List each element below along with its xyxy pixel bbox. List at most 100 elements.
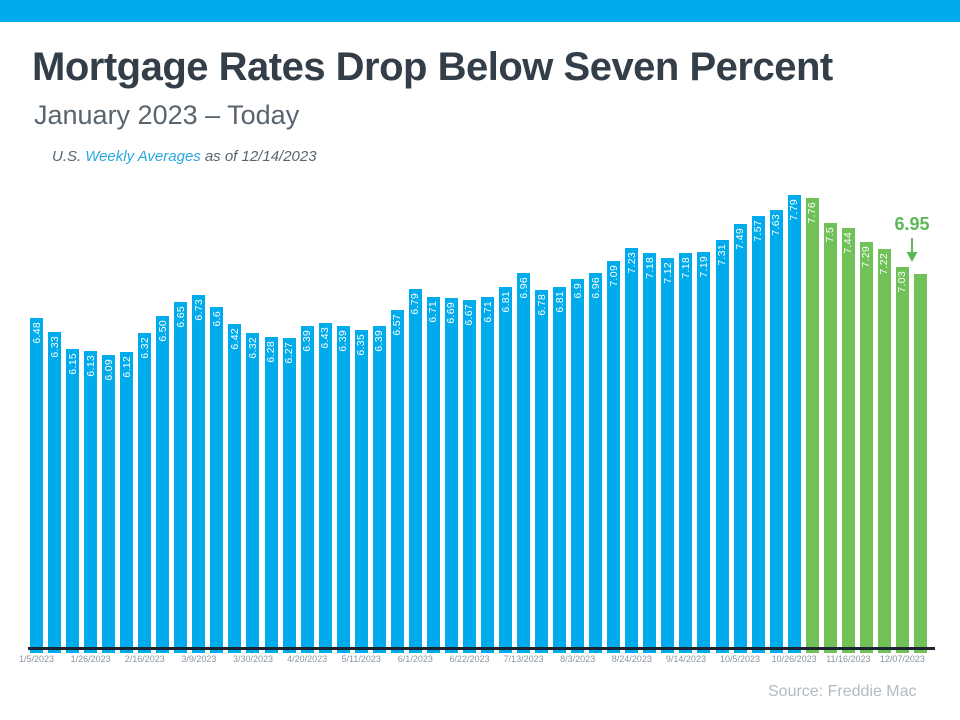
bar-value-label: 7.03	[896, 270, 909, 293]
bar-value-label: 6.96	[517, 277, 530, 299]
bar: 6.32	[246, 333, 260, 653]
bar: 6.35	[354, 330, 368, 653]
bar-value-label: 6.09	[102, 358, 115, 381]
x-tick-label: 4/20/2023	[287, 654, 328, 664]
bar: 6.6	[210, 306, 224, 653]
bar: 6.67	[462, 300, 476, 653]
bar-value-label: 6.57	[391, 313, 404, 336]
x-tick-label: 3/9/2023	[181, 654, 217, 664]
bar: 6.79	[408, 289, 422, 653]
bar: 6.96	[589, 273, 603, 653]
bar-value-label: 6.48	[30, 322, 43, 344]
bar: 6.13	[84, 350, 98, 653]
bar: 7.22	[877, 248, 891, 653]
bar-value-label: 6.39	[301, 330, 314, 353]
bar-value-label: 6.6	[210, 310, 223, 327]
x-tick-label: 10/26/2023	[771, 654, 817, 664]
bar: 7.19	[697, 251, 711, 653]
bar-value-label: 6.96	[589, 277, 602, 299]
chart-note: U.S. Weekly Averages as of 12/14/2023	[52, 148, 317, 165]
bar-value-label: 6.79	[409, 293, 422, 315]
bar-value-label: 6.65	[174, 306, 187, 328]
bar: 7.76	[805, 198, 819, 653]
bar: 6.32	[138, 333, 152, 653]
bar: 7.49	[733, 223, 747, 653]
bar: 7.79	[787, 195, 801, 653]
x-tick-label: 8/3/2023	[560, 654, 596, 664]
bar: 6.39	[336, 326, 350, 653]
bar-value-label: 6.15	[66, 352, 79, 375]
bar: 6.39	[372, 326, 386, 653]
bar: 6.42	[228, 323, 242, 653]
bar: 7.44	[841, 228, 855, 653]
bar: 6.09	[102, 354, 116, 653]
x-tick-label: 9/14/2023	[665, 654, 706, 664]
bar: 7.57	[751, 216, 765, 653]
x-tick-label: 6/22/2023	[449, 654, 490, 664]
bar-value-label: 6.12	[120, 355, 133, 378]
x-axis-line	[28, 647, 935, 650]
bar-value-label: 7.44	[842, 232, 855, 254]
bar: 6.69	[444, 298, 458, 653]
bar: 6.39	[300, 326, 314, 653]
top-banner	[0, 0, 960, 22]
weekly-averages-link[interactable]: Weekly Averages	[85, 148, 201, 165]
x-tick-label: 5/11/2023	[341, 654, 381, 664]
x-tick-label: 6/1/2023	[397, 654, 433, 664]
bar-value-label: 6.42	[228, 327, 241, 350]
bar-value-label: 7.29	[860, 246, 873, 268]
bar: 6.27	[282, 337, 296, 653]
bar: 7.18	[643, 252, 657, 653]
bar-value-label: 6.69	[445, 302, 458, 325]
bar-value-label: 6.50	[156, 320, 169, 342]
bar-value-label: 7.79	[788, 199, 801, 222]
bar-value-label: 6.81	[553, 291, 566, 313]
bar: 7.63	[769, 210, 783, 653]
bar: 6.71	[481, 296, 494, 653]
bar-value-label: 6.81	[499, 291, 512, 313]
bar: 7.23	[625, 247, 639, 653]
bar-value-label: 7.63	[770, 214, 783, 237]
bar-value-label: 6.78	[535, 293, 548, 316]
bar-value-label: 6.32	[246, 337, 259, 359]
bar: 6.65	[174, 302, 188, 653]
bar-value-label: 7.18	[679, 256, 692, 279]
bar-value-label: 6.35	[355, 334, 368, 356]
bar-value-label: 6.28	[265, 340, 278, 363]
bar: 6.78	[535, 289, 549, 653]
x-tick-label: 1/5/2023	[18, 654, 55, 664]
x-tick-label: 3/30/2023	[232, 654, 273, 664]
x-tick-label: 7/13/2023	[503, 654, 544, 664]
bar: 7.18	[679, 252, 693, 653]
note-suffix: as of 12/14/2023	[204, 148, 317, 165]
x-tick-label: 12/07/2023	[879, 654, 925, 664]
bar-value-label: 7.49	[734, 227, 747, 250]
bar-value-label: 7.19	[697, 255, 710, 278]
bar: 6.96	[517, 273, 531, 653]
x-tick-label: 8/24/2023	[611, 654, 652, 664]
bar-value-label: 6.71	[427, 300, 440, 323]
bar: 6.71	[426, 296, 440, 653]
annotation-value-label: 6.95	[894, 214, 930, 234]
bar-value-label: 6.67	[463, 304, 476, 326]
bar-value-label: 6.43	[319, 326, 332, 349]
x-tick-label: 10/5/2023	[720, 654, 761, 664]
bar: 6.15	[66, 348, 80, 653]
page-title: Mortgage Rates Drop Below Seven Percent	[32, 45, 833, 89]
bar	[913, 274, 927, 653]
bar: 7.12	[661, 258, 675, 653]
bar-value-label: 6.33	[48, 336, 61, 358]
down-arrow-icon	[906, 238, 918, 262]
bar: 6.33	[48, 332, 62, 653]
page-subtitle: January 2023 – Today	[34, 100, 300, 130]
bar-value-label: 6.13	[84, 354, 97, 377]
bar: 6.50	[156, 316, 170, 653]
annotation-last-value: 6.95	[884, 214, 940, 263]
x-tick-label: 11/16/2023	[826, 654, 871, 664]
bar-value-label: 7.5	[824, 226, 837, 243]
x-tick-label: 1/26/2023	[70, 654, 111, 664]
bar-value-label: 6.39	[337, 330, 350, 353]
bar-value-label: 6.9	[571, 282, 584, 299]
bar-value-label: 6.73	[192, 298, 205, 321]
